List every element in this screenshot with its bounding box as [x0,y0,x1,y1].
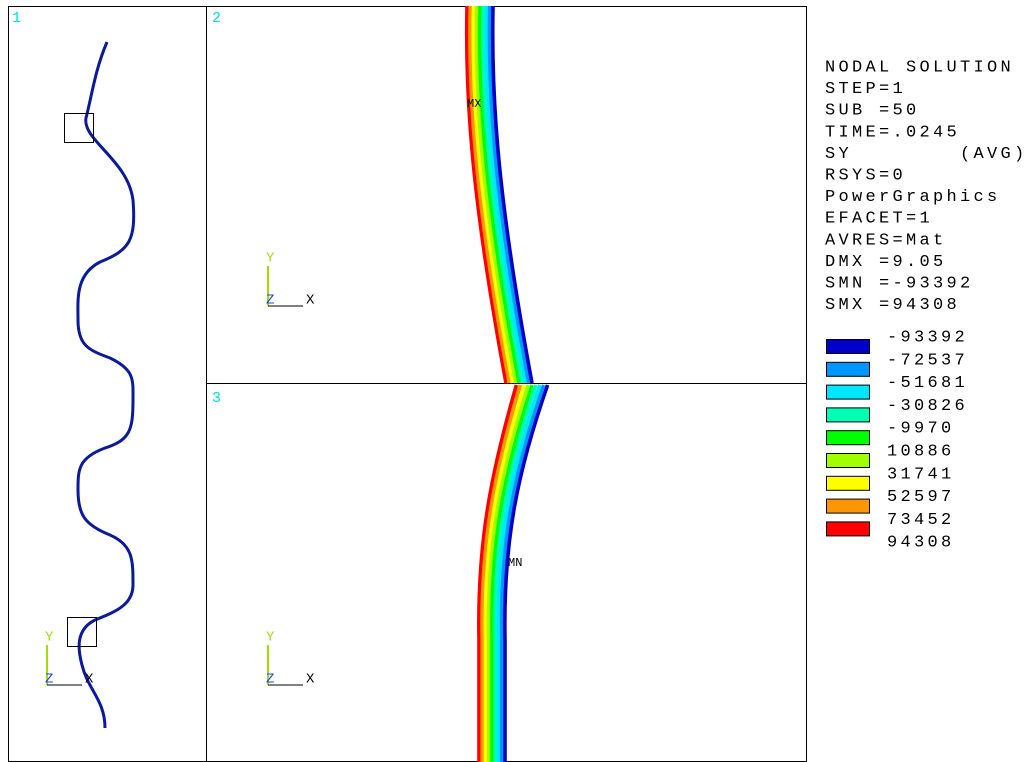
contour-swatch [827,408,870,422]
legend-line: TIME=.0245 [825,123,960,142]
contour-swatch [827,340,870,354]
legend-line: EFACET=1 [825,210,933,229]
legend-line: SY (AVG) [825,145,1028,164]
triad-label: Y [266,251,275,267]
contour-swatch [827,499,870,513]
contour-swatch [827,476,870,490]
legend-line: AVRES=Mat [825,231,947,250]
contour-label: -51681 [887,374,968,393]
contour-label: -30826 [887,397,968,416]
legend-line: SMX =94308 [825,296,960,315]
triad-label: X [306,293,315,309]
legend-line: STEP=1 [825,80,906,99]
legend-line: DMX =9.05 [825,253,947,272]
contour-swatch [827,522,870,536]
legend-line: RSYS=0 [825,166,906,185]
triad-label: X [306,672,315,688]
triad-label: Z [266,672,274,688]
legend-line: NODAL SOLUTION [825,58,1014,77]
contour-label: 73452 [887,511,955,530]
legend-line: SMN =-93392 [825,274,974,293]
ansys-window: 1 2 3 MX MN Y Z X Y Z X Y Z X NODAL SOLUTION STEP… [0,0,1028,762]
triad-label: Z [45,672,53,688]
legend-line: SUB =50 [825,102,920,121]
contour-swatch [827,362,870,376]
contour-swatch [827,385,870,399]
contour-label: 10886 [887,442,955,461]
triad-label: Y [45,630,54,646]
legend-line: PowerGraphics [825,188,1001,207]
contour-label: -93392 [887,328,968,347]
contour-label: -9970 [887,420,955,439]
triad-label: Y [266,630,275,646]
contour-label: 94308 [887,534,955,553]
contour-swatch [827,431,870,445]
contour-label: 52597 [887,488,955,507]
contour-label: -72537 [887,351,968,370]
triad-label: X [85,672,94,688]
max-marker: MX [467,97,481,111]
triad-label: Z [266,293,274,309]
viewport-label: 1 [12,10,21,27]
viewport-label: 2 [212,10,221,27]
viewport-label: 3 [212,390,221,407]
min-marker: MN [508,556,522,570]
contour-label: 31741 [887,465,955,484]
contour-swatch [827,454,870,468]
